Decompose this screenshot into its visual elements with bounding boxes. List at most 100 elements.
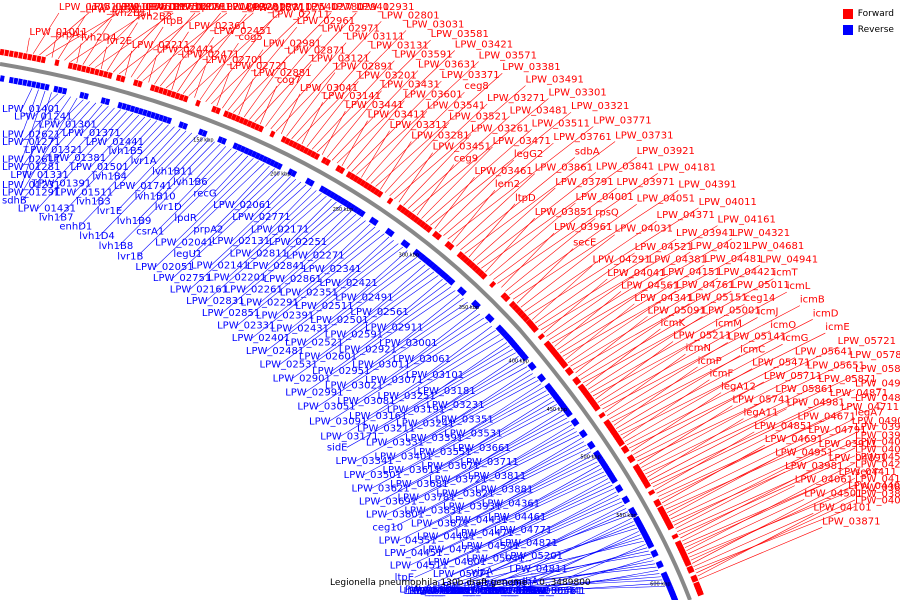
forward-feature: [593, 404, 601, 412]
tick-label: 550 kbp: [616, 513, 636, 519]
reverse-gene-label: csrA1: [136, 227, 164, 238]
forward-connector: [595, 341, 674, 400]
reverse-gene-label: LPW_03091: [309, 416, 367, 427]
forward-feature: [471, 264, 479, 272]
forward-gene-label: LPW_03841: [596, 161, 654, 172]
reverse-gene-label: LPW_02601: [299, 351, 357, 362]
reverse-gene-label: LPW_02611: [2, 155, 60, 166]
reverse-feature: [142, 109, 148, 117]
forward-feature: [352, 175, 360, 183]
forward-gene-label: LPW_02881: [253, 68, 311, 79]
reverse-feature: [318, 185, 326, 193]
forward-gene-label: LPW_04531: [855, 452, 900, 463]
reverse-gene-label: LPW_05551: [454, 586, 512, 597]
reverse-connector: [189, 184, 307, 290]
reverse-feature: [31, 81, 37, 88]
reverse-feature: [217, 136, 224, 144]
forward-gene-label: LPW_05871: [818, 374, 876, 385]
forward-feature: [31, 54, 37, 62]
reverse-connector: [99, 134, 198, 237]
forward-feature: [553, 352, 561, 360]
forward-gene-label: LPW_04711: [841, 402, 899, 413]
reverse-gene-label: LPW_05431: [416, 586, 474, 597]
forward-connector: [430, 111, 572, 226]
reverse-feature: [558, 401, 566, 409]
forward-connector: [559, 264, 705, 354]
reverse-gene-label: lvh1B9: [117, 216, 152, 227]
forward-feature: [416, 218, 423, 226]
reverse-gene-label: LPW_03811: [468, 471, 526, 482]
reverse-gene-label: LPW_05061: [449, 586, 507, 597]
reverse-feature: [433, 265, 441, 274]
forward-feature: [525, 318, 533, 326]
reverse-feature: [456, 286, 464, 294]
reverse-gene-label: dotU: [521, 586, 545, 597]
reverse-gene-label: LPW_05201: [505, 551, 563, 562]
reverse-gene-label: LPW_01511: [55, 187, 113, 198]
forward-feature-track: [0, 48, 704, 597]
reverse-gene-label: LPW_02431: [271, 324, 329, 335]
reverse-feature: [592, 449, 601, 457]
forward-connector: [82, 18, 112, 65]
reverse-feature: [515, 347, 523, 355]
reverse-connector: [368, 334, 500, 417]
reverse-connector: [221, 207, 347, 314]
forward-connector: [647, 418, 744, 478]
reverse-gene-label: LPW_04511: [390, 560, 448, 571]
forward-connector: [696, 499, 856, 574]
reverse-gene-label: lvh1B5: [108, 146, 143, 157]
forward-connector: [182, 13, 247, 94]
forward-connector: [407, 116, 510, 209]
reverse-connector: [544, 570, 659, 592]
legend-forward-label: Forward: [857, 9, 894, 19]
forward-feature: [195, 99, 201, 107]
forward-gene-label: LPW_01781: [173, 2, 231, 13]
reverse-gene-label: LPW_05041: [466, 554, 524, 565]
forward-gene-label: LPW_04951: [775, 448, 833, 459]
forward-feature: [299, 145, 306, 153]
forward-connector: [336, 50, 455, 164]
forward-connector: [590, 303, 745, 393]
forward-gene-label: LPW_02211: [132, 40, 190, 51]
reverse-feature: [100, 97, 106, 105]
forward-gene-label: LPW_02711: [272, 9, 330, 20]
reverse-feature: [551, 392, 559, 399]
forward-connector: [652, 389, 856, 488]
reverse-feature: [239, 145, 246, 153]
forward-connector: [188, 12, 280, 96]
reverse-connector: [227, 193, 322, 278]
reverse-connector: [424, 431, 577, 511]
reverse-connector: [344, 301, 468, 386]
forward-feature: [54, 59, 60, 67]
reverse-gene-label: LPW_03181: [417, 386, 475, 397]
forward-feature: [616, 437, 624, 445]
reverse-feature: [580, 431, 588, 439]
reverse-connector: [283, 214, 357, 280]
reverse-connector: [116, 132, 193, 212]
forward-feature: [234, 115, 241, 123]
forward-feature: [40, 56, 46, 64]
legend: Forward Reverse: [842, 6, 894, 38]
forward-gene-label: LPW_04061: [795, 475, 853, 486]
forward-gene-label: LPW_04011: [699, 197, 757, 208]
forward-connector: [456, 173, 535, 247]
forward-feature: [363, 181, 370, 189]
reverse-gene-label: LPW_03101: [406, 370, 464, 381]
reverse-connector: [425, 325, 492, 376]
forward-gene-label: LPW_02321: [221, 2, 279, 13]
reverse-connector: [155, 163, 265, 268]
reverse-feature: [610, 477, 618, 484]
reverse-feature: [570, 417, 578, 425]
reverse-connector: [290, 243, 399, 329]
forward-feature: [522, 315, 530, 323]
forward-gene-label: LPW_04151: [663, 267, 721, 278]
reverse-feature: [536, 373, 545, 381]
reverse-connector: [495, 521, 634, 584]
forward-feature: [549, 347, 557, 355]
reverse-feature: [53, 85, 59, 93]
forward-connector: [32, 12, 60, 54]
forward-gene-label: LPW_03471: [493, 136, 551, 147]
forward-feature: [465, 259, 473, 267]
forward-gene-label: LPW_04001: [575, 192, 633, 203]
forward-connector: [286, 72, 336, 137]
